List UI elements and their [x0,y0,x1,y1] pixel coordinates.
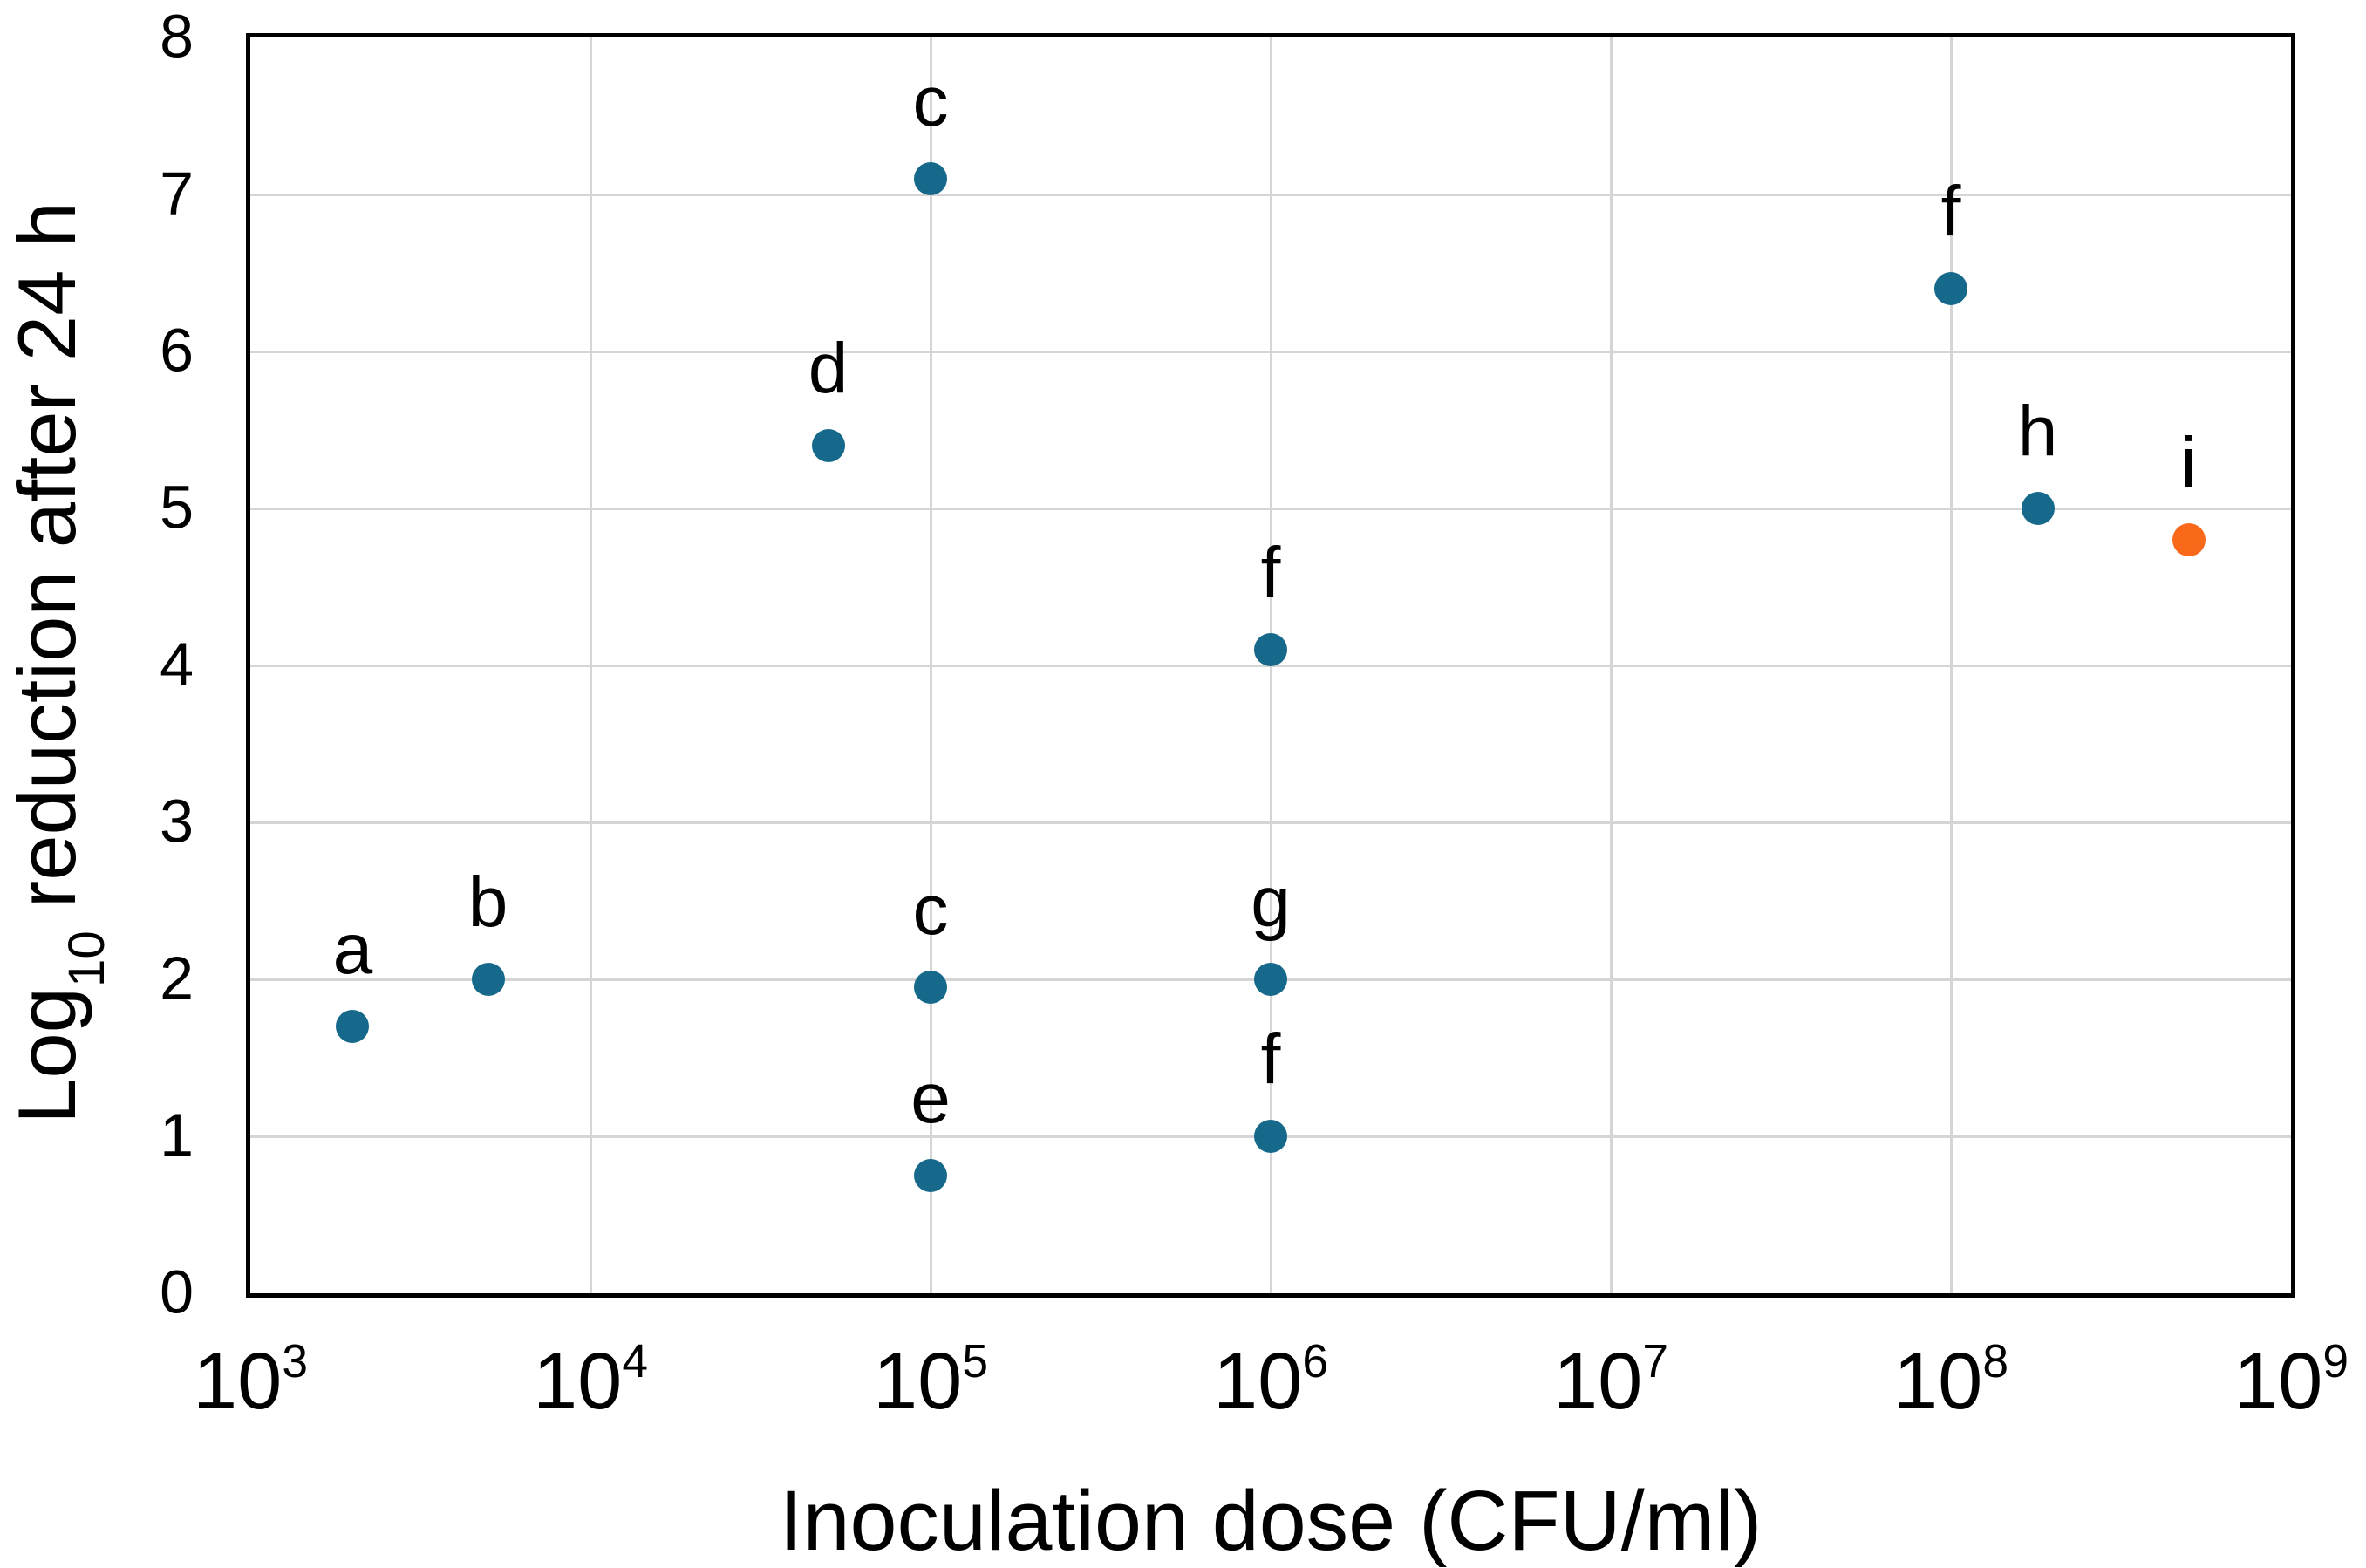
x-tick-exponent: 6 [1302,1336,1329,1388]
data-point-f-09 [1934,272,1967,305]
x-tick-base: 10 [2233,1337,2323,1426]
x-tick-exponent: 4 [622,1336,649,1388]
y-tick-label-2: 2 [160,944,194,1012]
data-point-d-02 [811,429,845,462]
x-tick-base: 10 [1212,1337,1303,1426]
data-point-b-01 [471,963,505,996]
point-label-c-04: c [912,870,949,950]
x-tick-label-1e9: 109 [2233,1339,2349,1421]
data-point-f-08 [1254,1120,1287,1153]
data-point-h-010 [2021,492,2055,525]
x-tick-base: 10 [1552,1337,1643,1426]
data-point-a-00 [336,1010,370,1043]
point-label-f-08: f [1260,1019,1281,1099]
plot-border [246,33,2295,1298]
gridline-x-1e8 [1949,37,1953,1293]
y-tick-label-5: 5 [160,473,194,542]
x-tick-exponent: 8 [1982,1336,2009,1388]
data-point-c-04 [914,971,947,1004]
point-label-a-00: a [332,910,373,989]
point-label-c-03: c [912,62,949,141]
point-label-g-07: g [1251,862,1291,942]
data-point-e-05 [914,1159,947,1192]
x-tick-base: 10 [1892,1337,1983,1426]
point-label-e-05: e [910,1059,951,1138]
x-tick-exponent: 9 [2322,1336,2349,1388]
y-tick-label-4: 4 [160,630,194,699]
x-tick-exponent: 3 [282,1336,309,1388]
x-tick-label-1e6: 106 [1213,1339,1328,1421]
data-point-g-07 [1254,963,1287,996]
y-tick-label-3: 3 [160,787,194,856]
gridline-x-1e4 [589,37,592,1293]
point-label-b-01: b [467,862,508,942]
point-label-h-010: h [2017,392,2058,471]
x-tick-exponent: 5 [962,1336,989,1388]
point-label-d-02: d [808,329,849,408]
x-tick-base: 10 [192,1337,283,1426]
x-tick-label-1e8: 108 [1893,1339,2008,1421]
point-label-i-10: i [2180,423,2197,502]
x-axis-title: Inoculation dose (CFU/ml) [779,1473,1763,1568]
x-tick-base: 10 [872,1337,963,1426]
y-tick-label-1: 1 [160,1101,194,1169]
data-point-i-10 [2172,523,2206,556]
data-point-f-06 [1254,633,1287,666]
y-tick-label-0: 0 [160,1258,194,1326]
y-tick-label-8: 8 [160,2,194,71]
data-point-c-03 [914,162,947,195]
x-tick-label-1e3: 103 [193,1339,308,1421]
gridline-x-1e7 [1609,37,1613,1293]
x-tick-label-1e7: 107 [1553,1339,1668,1421]
point-label-f-09: f [1940,172,1961,251]
y-tick-label-6: 6 [160,316,194,385]
x-tick-base: 10 [532,1337,623,1426]
y-tick-label-7: 7 [160,159,194,228]
gridline-x-1e5 [929,37,932,1293]
x-tick-exponent: 7 [1642,1336,1669,1388]
point-label-f-06: f [1260,533,1281,612]
x-tick-label-1e4: 104 [533,1339,648,1421]
x-tick-label-1e5: 105 [873,1339,988,1421]
